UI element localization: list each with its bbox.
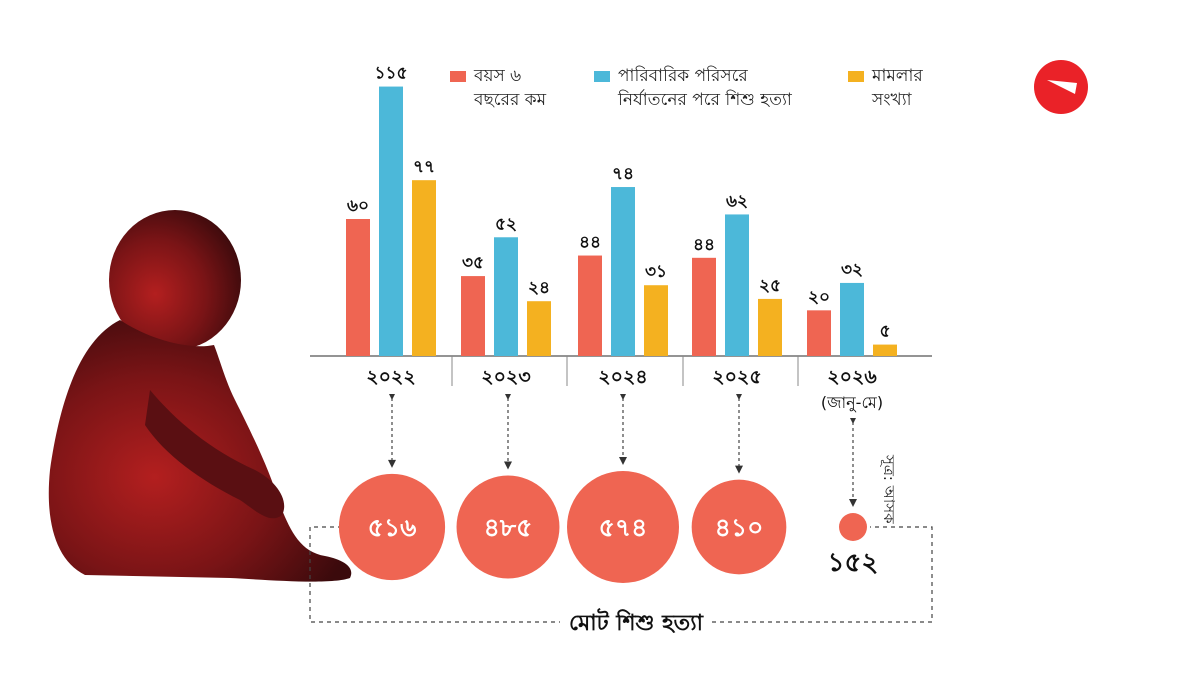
total-circle [691,479,787,575]
bar [873,344,897,356]
legend-swatch [450,71,466,82]
bar [758,298,782,356]
child-silhouette-illustration [48,210,352,582]
bar-chart: ৬০ ৩৫ ৪৪ ৪৪ ২০ ১১৫ ৫২ ৭৪ ৬২ ৩২ ৭৭ ২৪ ৩১ ২৫ ৫ ২০২২ ২০২৩ ২০… [310,64,932,412]
total-circle [456,475,560,579]
source-text: সূত্র: আসক [880,455,898,524]
legend-label: বয়স ৬ [474,66,522,86]
play-logo-icon [1047,80,1077,94]
bar-value-label: ২৪ [528,278,550,298]
bar-value-label: ২৫ [759,276,781,296]
total-value-label: ৫৭৪ [599,513,648,542]
bar [644,285,668,356]
bar-value-label: ৩২ [841,260,863,280]
bar [494,237,518,356]
arrow-tail [505,394,511,400]
x-tick-sublabel: (জানু-মে) [821,393,883,412]
totals-caption: মোট শিশু হত্যা [569,608,705,636]
bar [412,180,436,356]
bar [611,187,635,356]
arrow-tail [850,418,856,424]
x-tick-label: ২০২৫ [712,366,761,388]
logo [1034,60,1088,114]
bar [807,310,831,356]
total-value-label: ৪১০ [715,513,764,542]
x-tick-label: ২০২৪ [598,366,647,388]
arrow-head [849,499,857,507]
bar [346,219,370,356]
bar-value-label: ৩১ [645,262,667,282]
x-tick-label: ২০২৬ [827,366,877,388]
total-circle [338,473,446,581]
legend-swatch [848,71,864,82]
bar [461,276,485,356]
arrow-head [388,459,396,468]
bar-value-label: ৫ [879,322,890,342]
child-arm [145,390,285,519]
bar-value-label: ৪৪ [693,235,715,255]
arrow-tail [736,394,742,400]
arrow-tail [620,394,626,400]
arrow-head [504,461,512,470]
totals-bracket [712,526,933,623]
x-tick-label: ২০২২ [366,366,415,388]
total-circle [567,471,679,583]
bar [379,86,403,357]
legend-label: মামলার [872,66,923,86]
bar-value-label: ৭৪ [612,164,634,184]
total-value-label: ১৫২ [828,548,879,578]
bar [527,301,551,356]
legend-item: মামলার সংখ্যা [848,64,923,112]
child-head [109,210,241,350]
bar [578,255,602,356]
total-circle [839,513,867,541]
bar-value-label: ৭৭ [413,157,435,177]
bar-value-label: ১১৫ [374,64,407,84]
totals-row: ৫১৬ ৪৮৫ ৫৭৪ ৪১০ ১৫২ মোট শিশু হত্যা [309,394,933,636]
bar-value-label: ৬০ [347,196,369,216]
bar [840,282,864,356]
total-value-label: ৪৮৫ [484,513,533,542]
legend-label: বছরের কম [474,90,547,110]
arrow-tail [389,394,395,400]
bar-value-label: ৩৫ [462,253,484,273]
arrow-head [735,465,743,474]
x-tick-label: ২০২৩ [481,366,530,388]
totals-bracket [309,526,560,623]
total-value-label: ৫১৬ [368,513,417,542]
legend-label: নির্যাতনের পরে শিশু হত্যা [618,90,792,110]
bar-value-label: ৪৪ [579,233,601,253]
bar-value-label: ২০ [808,287,830,307]
legend-item: বয়স ৬ বছরের কম [450,64,546,112]
legend-item: পারিবারিক পরিসরে নির্যাতনের পরে শিশু হত্য… [594,64,792,112]
legend-label: পারিবারিক পরিসরে [618,66,748,86]
bar-value-label: ৬২ [726,191,748,211]
bar-value-label: ৫২ [495,214,517,234]
bar [725,214,749,356]
legend-swatch [594,71,610,82]
bar [692,257,716,356]
legend-label: সংখ্যা [872,90,912,110]
arrow-head [619,457,627,465]
